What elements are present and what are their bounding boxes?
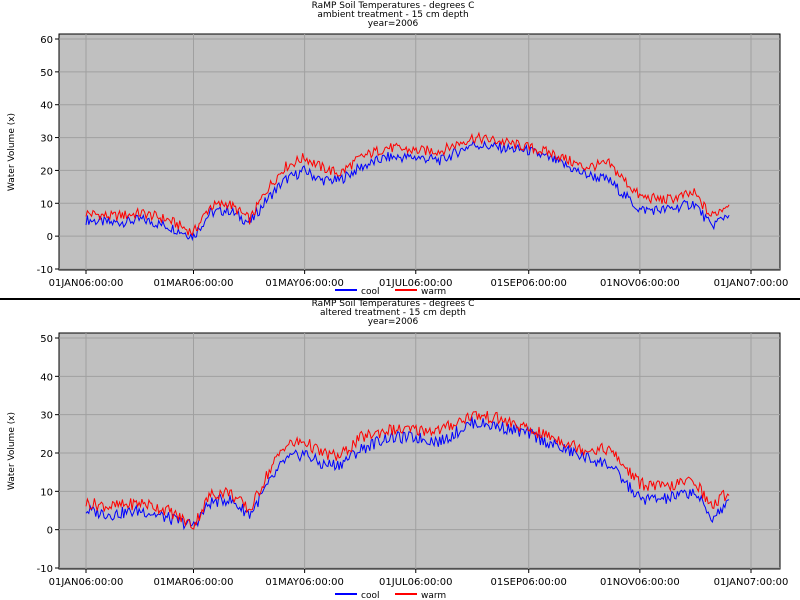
y-tick-label: 0	[47, 232, 53, 243]
chart-title: RaMP Soil Temperatures - degrees C	[312, 1, 475, 11]
x-tick-label: 01NOV06:00:00	[600, 278, 680, 289]
series-group	[85, 410, 730, 531]
chart-svg-altered: RaMP Soil Temperatures - degrees C alter…	[7, 300, 789, 600]
y-tick-label: 50	[40, 334, 53, 345]
x-tick-label: 01JAN07:00:00	[714, 577, 789, 588]
x-tick-label: 01JUL06:00:00	[379, 278, 452, 289]
y-tick-label: 40	[40, 372, 53, 383]
y-axis: -10 0 10 20 30 40 50	[37, 334, 59, 575]
y-tick-label: 0	[47, 526, 53, 537]
legend-label-warm: warm	[421, 287, 446, 297]
x-tick-label: 01JAN07:00:00	[714, 278, 789, 289]
x-axis: 01JAN06:00:00 01MAR06:00:00 01MAY06:00:00 0…	[49, 569, 789, 588]
legend: cool warm	[335, 287, 446, 297]
y-tick-label: 30	[40, 411, 53, 422]
x-tick-label: 01NOV06:00:00	[600, 577, 680, 588]
x-tick-label: 01MAY06:00:00	[265, 577, 343, 588]
chart-panel-altered: RaMP Soil Temperatures - degrees C alter…	[0, 300, 800, 600]
y-axis-label: Water Volume (x)	[7, 412, 17, 490]
series-group	[85, 131, 730, 242]
legend-label-cool: cool	[361, 591, 379, 600]
y-tick-label: -10	[37, 564, 53, 575]
y-tick-label: -10	[37, 265, 53, 276]
chart-subtitle-year: year=2006	[368, 317, 419, 327]
y-axis: -10 0 10 20 30 40 50 60	[37, 35, 59, 276]
x-tick-label: 01JAN06:00:00	[49, 577, 124, 588]
series-line-warm	[85, 410, 730, 530]
chart-panel-ambient: RaMP Soil Temperatures - degrees C ambie…	[7, 1, 789, 297]
x-tick-label: 01SEP06:00:00	[491, 577, 567, 588]
plot-area	[58, 332, 781, 570]
x-tick-label: 01MAR06:00:00	[153, 577, 233, 588]
x-tick-label: 01JAN06:00:00	[49, 278, 124, 289]
x-tick-label: 01SEP06:00:00	[491, 278, 567, 289]
y-tick-label: 20	[40, 449, 53, 460]
y-axis-label: Water Volume (x)	[7, 113, 17, 191]
y-tick-label: 50	[40, 68, 53, 79]
series-line-cool	[85, 416, 730, 531]
series-line-warm	[85, 131, 730, 237]
y-tick-label: 60	[40, 35, 53, 46]
grid	[59, 333, 780, 569]
y-tick-label: 10	[40, 199, 53, 210]
chart-subtitle-year: year=2006	[368, 19, 419, 29]
y-tick-label: 30	[40, 134, 53, 145]
y-tick-label: 20	[40, 166, 53, 177]
y-tick-label: 40	[40, 101, 53, 112]
x-axis: 01JAN06:00:00 01MAR06:00:00 01MAY06:00:00 0…	[49, 270, 789, 289]
chart-svg-ambient: RaMP Soil Temperatures - degrees C ambie…	[7, 1, 789, 297]
chart-subtitle: altered treatment - 15 cm depth	[320, 308, 466, 318]
legend-label-cool: cool	[361, 287, 379, 297]
legend: cool warm	[335, 591, 446, 600]
panel-divider	[0, 298, 800, 300]
chart-subtitle: ambient treatment - 15 cm depth	[317, 10, 468, 20]
chart-title: RaMP Soil Temperatures - degrees C	[312, 300, 475, 309]
y-tick-label: 10	[40, 487, 53, 498]
legend-label-warm: warm	[421, 591, 446, 600]
x-tick-label: 01JUL06:00:00	[379, 577, 452, 588]
x-tick-label: 01MAY06:00:00	[265, 278, 343, 289]
x-tick-label: 01MAR06:00:00	[153, 278, 233, 289]
grid	[59, 34, 780, 270]
